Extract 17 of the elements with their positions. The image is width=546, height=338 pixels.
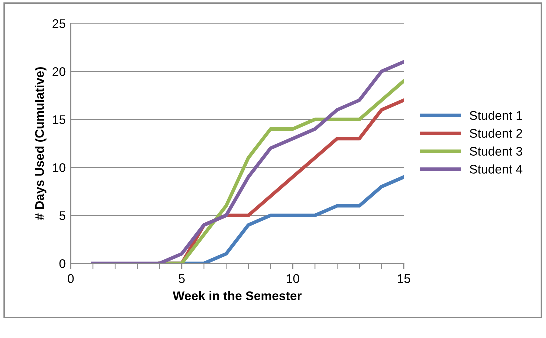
- x-tick-label: 15: [398, 274, 410, 284]
- legend-label: Student 3: [470, 146, 522, 156]
- legend-label: Student 2: [470, 128, 522, 138]
- legend-label: Student 1: [470, 110, 522, 120]
- y-tick-label: 25: [52, 19, 66, 28]
- legend-label: Student 4: [470, 164, 523, 174]
- y-axis-title: # Days Used (Cumulative): [35, 68, 47, 220]
- y-tick-label: 10: [53, 163, 66, 172]
- x-axis-title: Week in the Semester: [173, 291, 302, 300]
- x-tick-label: 10: [287, 274, 300, 284]
- y-tick-label: 15: [53, 116, 66, 124]
- line-series: [91, 60, 404, 264]
- y-tick-label: 5: [60, 212, 66, 220]
- x-tick-label: 5: [179, 274, 185, 284]
- x-tick-label: 0: [68, 274, 74, 284]
- y-tick-label: 0: [60, 259, 66, 268]
- y-tick-label: 20: [52, 67, 66, 76]
